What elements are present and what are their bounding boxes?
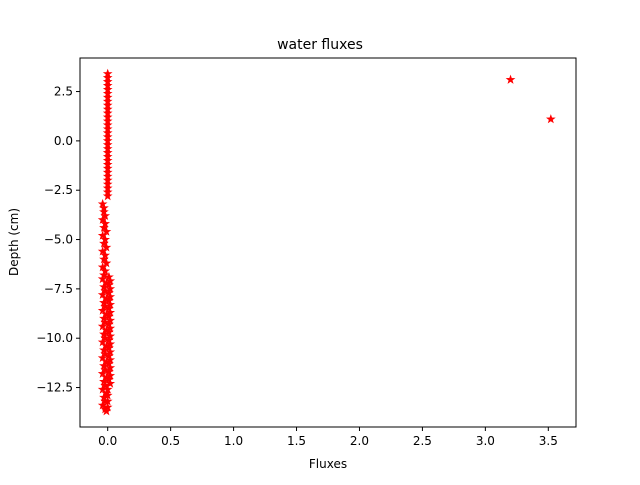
x-tick-label: 2.5 [413, 434, 432, 448]
data-point-star [104, 295, 114, 305]
data-point-star [99, 360, 109, 370]
data-point-star [104, 350, 114, 361]
y-tick-label: 0.0 [54, 134, 73, 148]
data-point-star [99, 329, 109, 339]
y-tick-label: 2.5 [54, 85, 73, 99]
data-point-star [100, 301, 111, 311]
x-tick-label: 1.5 [287, 434, 306, 448]
data-point-star [100, 266, 111, 276]
x-tick-label: 0.0 [98, 434, 117, 448]
x-tick-label: 1.0 [224, 434, 243, 448]
data-point-star [100, 317, 111, 327]
data-point-star [104, 271, 114, 282]
data-point-star [102, 191, 113, 201]
data-point-star [97, 321, 108, 331]
data-point-star [99, 254, 109, 264]
data-point-star [104, 366, 114, 376]
data-point-star [105, 370, 116, 380]
data-point-star [97, 262, 108, 272]
data-point-star [97, 273, 108, 284]
data-point-star [97, 214, 108, 224]
data-point-star [100, 234, 111, 244]
data-point-star [104, 303, 114, 313]
data-point-star [105, 378, 116, 388]
data-point-star [104, 327, 114, 337]
data-point-star [97, 198, 108, 209]
data-point-star [105, 299, 116, 309]
data-point-star [99, 313, 109, 323]
y-tick-label: −10.0 [36, 331, 73, 345]
data-point-star [105, 331, 116, 341]
y-tick-label: −2.5 [44, 183, 73, 197]
x-axis-label: Fluxes [309, 457, 347, 471]
data-point-star [105, 315, 116, 325]
data-points-layer [97, 68, 556, 416]
data-point-star [100, 333, 111, 343]
x-tick-label: 3.5 [539, 434, 558, 448]
plot-frame [79, 57, 577, 428]
data-point-star [97, 305, 108, 315]
data-point-star [100, 364, 111, 374]
data-point-star [97, 337, 108, 347]
data-point-star [100, 348, 111, 359]
data-point-star [105, 354, 116, 365]
y-axis-ticks: 2.5 0.0 −2.5 −5.0 −7.5 −10.0 −12.5 [36, 85, 80, 395]
data-point-star [99, 206, 109, 217]
x-axis-ticks: 0.0 0.5 1.0 1.5 2.0 2.5 3.0 3.5 [98, 427, 558, 448]
data-point-star [97, 368, 108, 378]
data-point-star [104, 342, 114, 353]
data-point-star [105, 362, 116, 372]
data-point-star [105, 323, 116, 333]
data-point-star [99, 344, 109, 355]
y-tick-label: −12.5 [36, 381, 73, 395]
data-point-star [104, 319, 114, 329]
data-point-star [99, 376, 109, 386]
data-point-star [545, 114, 556, 124]
data-point-star [101, 258, 112, 268]
data-point-star [97, 230, 108, 240]
data-point-star [104, 358, 114, 368]
data-point-star [100, 285, 111, 295]
data-point-star [104, 311, 114, 321]
data-point-star [105, 275, 116, 286]
data-point-star [100, 380, 111, 390]
data-point-star [99, 281, 109, 292]
y-tick-label: −5.0 [44, 233, 73, 247]
data-point-star [505, 74, 516, 84]
y-axis-label: Depth (cm) [7, 208, 21, 276]
data-point-star [100, 218, 111, 228]
y-tick-label: −7.5 [44, 282, 73, 296]
data-point-star [105, 346, 116, 357]
data-point-star [99, 297, 109, 307]
x-tick-label: 0.5 [161, 434, 180, 448]
data-point-star [105, 283, 116, 294]
data-point-star [99, 269, 109, 280]
data-point-star [104, 287, 114, 297]
data-point-star [104, 279, 114, 290]
chart-title: water fluxes [277, 37, 363, 53]
x-tick-label: 2.0 [350, 434, 369, 448]
data-point-star [101, 242, 112, 252]
data-point-star [102, 402, 113, 412]
data-point-star [99, 238, 109, 248]
data-point-star [104, 374, 114, 384]
data-point-star [100, 210, 111, 220]
data-point-star [105, 307, 116, 317]
data-point-star [99, 222, 109, 232]
data-point-star [97, 246, 108, 256]
data-point-star [97, 289, 108, 299]
data-point-star [104, 335, 114, 345]
x-tick-label: 3.0 [476, 434, 495, 448]
data-point-star [97, 352, 108, 363]
data-point-star [100, 250, 111, 260]
data-point-star [105, 339, 116, 349]
data-point-star [101, 226, 112, 236]
data-point-star [105, 291, 116, 301]
